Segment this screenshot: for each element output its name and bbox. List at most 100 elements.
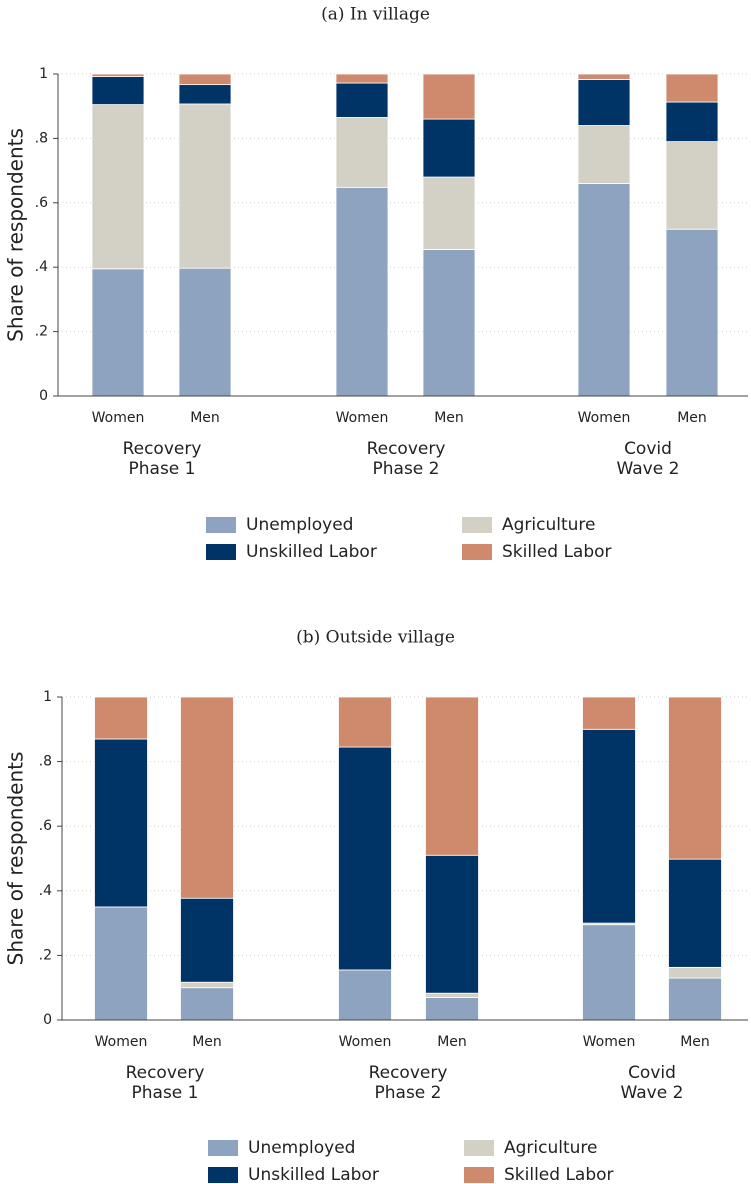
bar-segment-skilled-labor: [425, 696, 479, 856]
legend-label: Unemployed: [248, 1138, 355, 1158]
bar-segment-unskilled-labor: [180, 897, 234, 983]
bar-segment-skilled-labor: [91, 73, 145, 77]
bar-segment-skilled-labor: [668, 696, 722, 860]
bar-segment-skilled-labor: [577, 73, 631, 80]
bar-segment-agriculture: [422, 176, 476, 250]
bar-segment-unemployed: [665, 228, 719, 397]
y-tick-label: .8: [39, 754, 52, 770]
x-bar-label: Women: [583, 1034, 636, 1050]
group-label: Covid: [624, 439, 672, 459]
bar-segment-skilled-labor: [582, 696, 636, 730]
legend-label: Agriculture: [504, 1138, 598, 1158]
x-bar-label: Men: [434, 410, 464, 426]
legend-swatch: [462, 517, 492, 533]
bar-segment-unskilled-labor: [425, 854, 479, 994]
panel-b: (b) Outside village Share of respondents 0…: [4, 628, 748, 1184]
group-label: Recovery: [126, 1063, 205, 1083]
bar-segment-skilled-labor: [335, 73, 389, 84]
bar-segment-unskilled-labor: [335, 82, 389, 118]
panel-a: (a) In village Share of respondents 0 .2 .4.…: [4, 5, 748, 562]
y-tick-label: 0: [43, 1012, 52, 1028]
group-label: Phase 1: [129, 459, 196, 479]
bar-segment-unemployed: [178, 267, 232, 397]
y-axis-label: Share of respondents: [4, 128, 28, 342]
panel-title: (a) In village: [321, 5, 430, 25]
y-tick-label: 1: [39, 66, 48, 82]
bar-segment-unskilled-labor: [422, 118, 476, 178]
bar-segment-skilled-labor: [180, 696, 234, 899]
bar-segment-agriculture: [180, 981, 234, 989]
bar-segment-agriculture: [668, 966, 722, 979]
bar-segment-unskilled-labor: [178, 84, 232, 105]
legend-swatch: [206, 544, 236, 560]
x-bar-label: Men: [190, 410, 220, 426]
y-tick-label: 1: [43, 689, 52, 705]
legend-swatch: [462, 544, 492, 560]
y-tick-label: .8: [35, 130, 48, 146]
bar-segment-unskilled-labor: [582, 728, 636, 924]
y-axis-label: Share of respondents: [4, 752, 28, 966]
group-label: Recovery: [369, 1063, 448, 1083]
bar-segment-unemployed: [94, 906, 148, 1021]
bar-segment-unemployed: [338, 969, 392, 1021]
legend-label: Agriculture: [502, 515, 596, 535]
bar-segment-unemployed: [180, 987, 234, 1021]
bar-segment-skilled-labor: [665, 73, 719, 103]
y-tick-label: 0: [39, 388, 48, 404]
legend-swatch: [464, 1167, 494, 1183]
legend-swatch: [464, 1140, 494, 1156]
y-tick-label: .6: [39, 818, 52, 834]
bar-segment-unemployed: [577, 183, 631, 397]
legend-label: Unemployed: [246, 515, 353, 535]
bar-segment-skilled-labor: [178, 73, 232, 86]
group-label: Wave 2: [621, 1083, 684, 1103]
bar-segment-unemployed: [335, 186, 389, 397]
legend-swatch: [206, 517, 236, 533]
legend-swatch: [208, 1140, 238, 1156]
bar-segment-agriculture: [91, 104, 145, 270]
x-bar-label: Women: [336, 410, 389, 426]
x-bar-label: Men: [437, 1034, 467, 1050]
bar-segment-unemployed: [582, 924, 636, 1021]
legend-label: Unskilled Labor: [248, 1165, 379, 1184]
bar-segment-unemployed: [91, 268, 145, 397]
legend-label: Unskilled Labor: [246, 542, 377, 562]
x-bar-label: Men: [192, 1034, 222, 1050]
legend-label: Skilled Labor: [504, 1165, 614, 1184]
bar-segment-skilled-labor: [338, 696, 392, 748]
bar-segment-unskilled-labor: [338, 746, 392, 971]
bar-segment-skilled-labor: [94, 696, 148, 740]
group-label: Covid: [628, 1063, 676, 1083]
x-bar-label: Women: [339, 1034, 392, 1050]
y-tick-label: .4: [39, 883, 52, 899]
bar-segment-agriculture: [577, 125, 631, 184]
y-tick-label: .2: [35, 324, 48, 340]
group-label: Phase 1: [132, 1083, 199, 1103]
x-bar-label: Women: [92, 410, 145, 426]
legend: Unemployed Agriculture Unskilled Labor Skil…: [208, 1138, 614, 1184]
legend-label: Skilled Labor: [502, 542, 612, 562]
bar-segment-unemployed: [425, 996, 479, 1021]
bar-segment-unemployed: [668, 977, 722, 1021]
bar-segment-unskilled-labor: [91, 76, 145, 105]
x-bar-label: Men: [680, 1034, 710, 1050]
y-tick-label: .6: [35, 195, 48, 211]
bar-segment-agriculture: [425, 992, 479, 998]
x-bar-label: Men: [677, 410, 707, 426]
bar-segment-unskilled-labor: [577, 79, 631, 126]
y-tick-label: .4: [35, 259, 48, 275]
group-label: Phase 2: [375, 1083, 442, 1103]
bar-segment-unemployed: [422, 249, 476, 397]
group-label: Wave 2: [617, 459, 680, 479]
y-tick-label: .2: [39, 947, 52, 963]
bar-segment-agriculture: [665, 141, 719, 230]
legend: Unemployed Agriculture Unskilled Labor Skil…: [206, 515, 612, 562]
bar-segment-unskilled-labor: [665, 101, 719, 143]
bar-segment-skilled-labor: [422, 73, 476, 120]
bar-segment-unskilled-labor: [668, 858, 722, 968]
bar-segment-agriculture: [335, 117, 389, 188]
group-label: Phase 2: [373, 459, 440, 479]
legend-swatch: [208, 1167, 238, 1183]
panel-title: (b) Outside village: [296, 628, 455, 648]
